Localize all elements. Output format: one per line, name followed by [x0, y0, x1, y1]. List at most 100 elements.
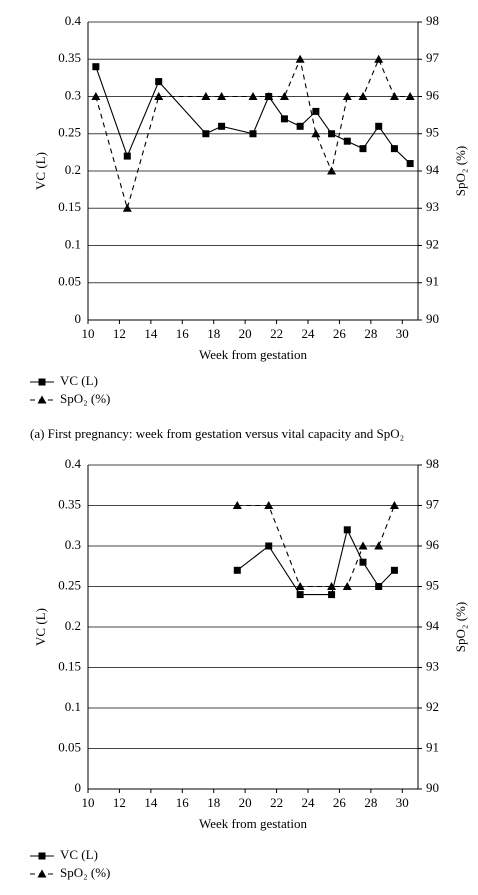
y2-tick-label: 96	[426, 537, 440, 552]
y-axis-title: VC (L)	[33, 152, 48, 190]
marker	[312, 107, 320, 115]
x-tick-label: 20	[239, 326, 252, 341]
marker	[264, 501, 274, 509]
caption: (a) First pregnancy: week from gestation…	[30, 426, 405, 441]
y-tick-label: 0.1	[65, 699, 81, 714]
marker	[389, 501, 399, 509]
marker	[390, 145, 398, 153]
x-axis-title: Week from gestation	[199, 816, 307, 831]
marker	[296, 122, 304, 130]
marker	[123, 152, 131, 160]
y2-tick-label: 93	[426, 658, 439, 673]
y-tick-label: 0.3	[65, 537, 81, 552]
y2-tick-label: 90	[426, 311, 439, 326]
y-axis-title: VC (L)	[33, 608, 48, 646]
marker	[296, 591, 304, 599]
x-tick-label: 18	[207, 326, 220, 341]
marker	[311, 129, 321, 138]
marker	[374, 54, 384, 63]
marker	[358, 92, 368, 100]
marker	[248, 92, 258, 100]
marker	[202, 130, 210, 138]
x-tick-label: 12	[113, 326, 126, 341]
series-line	[237, 504, 395, 588]
y2-tick-label: 98	[426, 13, 439, 28]
marker	[358, 541, 368, 550]
y2-tick-label: 91	[426, 739, 439, 754]
y-tick-label: 0.2	[65, 162, 81, 177]
x-tick-label: 30	[396, 326, 409, 341]
x-tick-label: 22	[270, 326, 283, 341]
y2-tick-label: 93	[426, 199, 439, 214]
x-tick-label: 28	[364, 795, 377, 810]
y2-tick-label: 95	[426, 577, 439, 592]
y-tick-label: 0.3	[65, 87, 81, 102]
series-line	[95, 57, 411, 211]
y2-tick-label: 90	[426, 780, 439, 795]
y-tick-label: 0.1	[65, 236, 81, 251]
marker	[92, 63, 100, 71]
x-tick-label: 10	[82, 795, 95, 810]
x-tick-label: 26	[333, 795, 347, 810]
legend-label: VC (L)	[60, 847, 98, 862]
legend-label: SpO₂ (%)	[60, 865, 110, 880]
marker	[343, 526, 351, 534]
series-line	[95, 66, 411, 164]
marker	[264, 92, 274, 100]
marker	[375, 122, 383, 130]
marker	[328, 591, 336, 599]
legend-marker	[38, 378, 46, 386]
marker	[122, 203, 132, 212]
marker	[374, 541, 384, 550]
x-tick-label: 18	[207, 795, 220, 810]
marker	[342, 582, 352, 590]
x-tick-label: 24	[302, 795, 316, 810]
marker	[295, 54, 305, 63]
y2-tick-label: 91	[426, 274, 439, 289]
x-tick-label: 28	[364, 326, 377, 341]
marker	[343, 137, 351, 145]
marker	[280, 115, 288, 123]
y2-tick-label: 94	[426, 162, 440, 177]
y-tick-label: 0.35	[58, 50, 81, 65]
marker	[218, 122, 226, 130]
y2-axis-title: SpO₂ (%)	[453, 602, 468, 652]
y-tick-label: 0.35	[58, 496, 81, 511]
y2-tick-label: 97	[426, 496, 440, 511]
x-tick-label: 22	[270, 795, 283, 810]
y2-tick-label: 98	[426, 456, 439, 471]
series-line	[236, 528, 395, 596]
y2-tick-label: 92	[426, 699, 439, 714]
y2-axis-title: SpO₂ (%)	[453, 146, 468, 196]
marker	[233, 566, 241, 574]
y-tick-label: 0.4	[65, 13, 82, 28]
x-tick-label: 14	[144, 795, 158, 810]
x-tick-label: 20	[239, 795, 252, 810]
marker	[359, 558, 367, 566]
legend-marker	[37, 869, 47, 878]
marker	[406, 160, 414, 168]
legend-marker	[37, 395, 47, 404]
legend-label: VC (L)	[60, 373, 98, 388]
x-tick-label: 16	[176, 326, 190, 341]
x-tick-label: 26	[333, 326, 347, 341]
marker	[295, 582, 305, 590]
marker	[327, 582, 337, 590]
y-tick-label: 0.05	[58, 739, 81, 754]
y-tick-label: 0.15	[58, 658, 81, 673]
y-tick-label: 0.25	[58, 125, 81, 140]
y-tick-label: 0.15	[58, 199, 81, 214]
marker	[405, 92, 415, 100]
x-tick-label: 24	[302, 326, 316, 341]
y2-tick-label: 92	[426, 236, 439, 251]
marker	[327, 166, 337, 175]
y-tick-label: 0.25	[58, 577, 81, 592]
y-tick-label: 0	[75, 780, 82, 795]
marker	[201, 92, 211, 100]
marker	[375, 583, 383, 590]
marker	[154, 92, 164, 100]
x-tick-label: 30	[396, 795, 409, 810]
x-tick-label: 14	[144, 326, 158, 341]
y-tick-label: 0.05	[58, 274, 81, 289]
